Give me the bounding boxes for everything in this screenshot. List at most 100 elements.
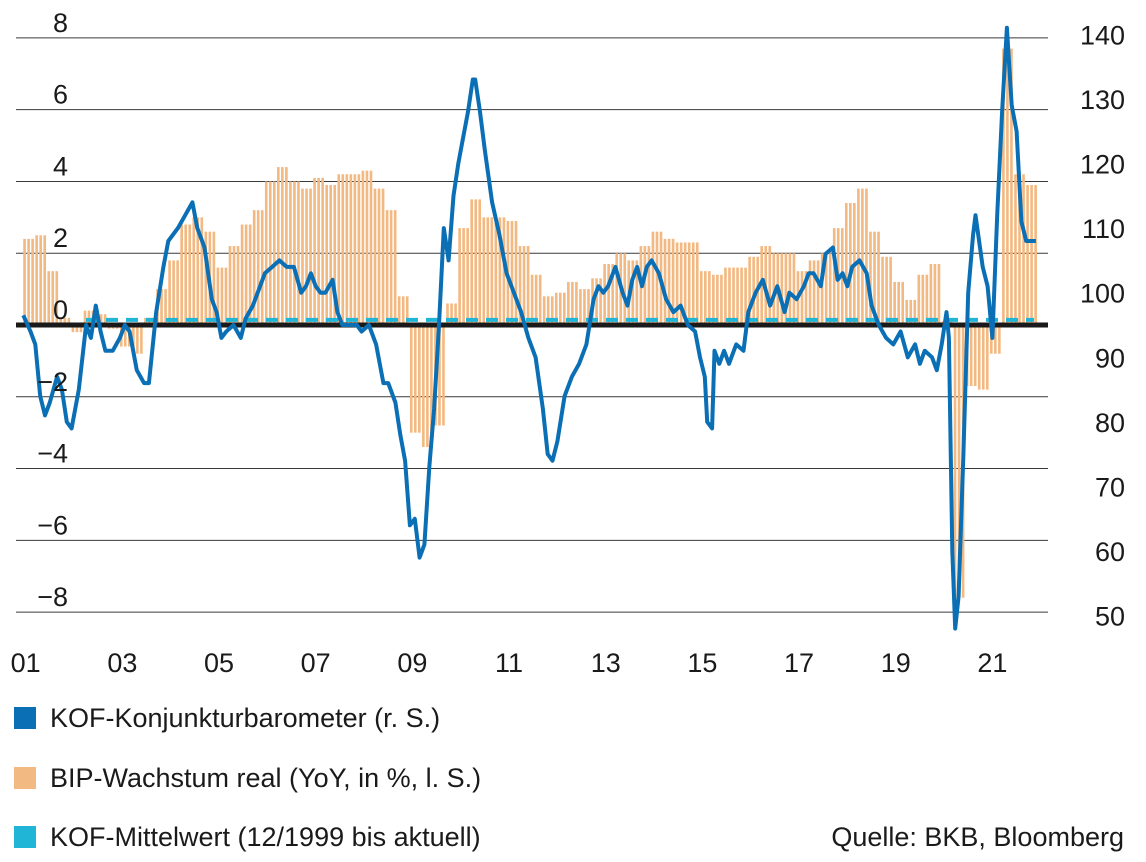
bip-bar: [1026, 185, 1029, 325]
left-tick-label: −2: [37, 367, 68, 397]
bip-bar: [558, 292, 562, 325]
x-tick-label: 13: [591, 648, 621, 678]
bip-bar: [35, 235, 38, 325]
bip-bar: [188, 224, 192, 325]
legend-label-kof: KOF-Konjunkturbarometer (r. S.): [50, 703, 441, 733]
bip-bar: [635, 260, 639, 325]
bip-bar: [426, 325, 429, 448]
bip-bar: [373, 188, 377, 325]
left-tick-label: −4: [37, 439, 68, 469]
bip-bar: [708, 271, 711, 325]
x-tick-label: 21: [977, 648, 1007, 678]
x-tick-label: 05: [204, 648, 234, 678]
bip-bar: [518, 246, 522, 325]
bip-bar: [792, 253, 796, 325]
bip-bar: [720, 274, 723, 325]
bip-bar: [47, 271, 51, 325]
bip-bar: [800, 271, 804, 325]
bip-bar: [482, 217, 486, 325]
left-axis-ticks: 8 6 4 2 0 −2 −4 −6 −8: [37, 8, 68, 612]
bip-bar: [184, 224, 188, 325]
bip-bar: [466, 228, 469, 325]
bip-bar: [885, 256, 888, 325]
bip-bar: [1018, 174, 1021, 325]
bip-bar: [498, 217, 502, 325]
bip-bar: [1006, 48, 1009, 326]
bip-bar: [381, 188, 385, 325]
bip-bar: [216, 267, 220, 325]
legend-label-bip: BIP-Wachstum real (YoY, in %, l. S.): [50, 763, 482, 793]
bip-bar: [140, 325, 143, 354]
x-axis-ticks: 01 03 05 07 09 11 13 15 17 19 21: [11, 648, 1008, 678]
left-tick-label: 8: [53, 8, 68, 38]
bip-bar: [981, 325, 985, 390]
bip-bar: [716, 274, 719, 325]
bip-bar: [538, 274, 542, 325]
bip-bar: [683, 242, 687, 325]
bip-bar: [913, 299, 917, 325]
bip-bar: [369, 170, 373, 325]
left-tick-label: 6: [53, 80, 68, 110]
bip-bar: [563, 292, 566, 325]
right-tick-label: 110: [1082, 214, 1125, 244]
bip-bar: [953, 325, 957, 598]
bip-bar: [844, 202, 848, 325]
bip-bar: [985, 325, 989, 390]
bip-bar: [663, 238, 667, 325]
bip-bar: [514, 220, 518, 325]
bip-bar: [877, 231, 880, 325]
bip-bar: [881, 256, 884, 325]
bip-bar: [998, 325, 1001, 354]
bip-bar: [905, 299, 909, 325]
bip-bar: [212, 231, 216, 325]
bip-bar: [240, 224, 244, 325]
legend-item-mean: KOF-Mittelwert (12/1999 bis aktuell): [14, 822, 481, 852]
bip-bar: [329, 185, 333, 325]
left-tick-label: 4: [53, 151, 68, 181]
bip-bar: [534, 274, 538, 325]
bip-bar: [1014, 174, 1017, 325]
right-axis-ticks: 140 130 120 110 100 90 80 70 60 50: [1080, 20, 1125, 631]
x-tick-label: 07: [301, 648, 331, 678]
bip-bar: [418, 325, 421, 433]
legend-item-kof: KOF-Konjunkturbarometer (r. S.): [14, 703, 440, 733]
bip-bar: [748, 256, 751, 325]
bip-bar: [478, 199, 482, 325]
left-tick-label: −8: [37, 582, 68, 612]
bip-bar: [180, 224, 183, 325]
bip-bar: [973, 325, 977, 387]
bip-bar: [220, 267, 224, 325]
bip-bar: [63, 317, 67, 325]
bip-bar: [550, 296, 554, 325]
bip-bar: [293, 181, 296, 325]
bip-bar: [1010, 48, 1013, 326]
bip-bar: [51, 271, 55, 325]
bip-bar: [357, 174, 361, 325]
bip-bar: [192, 217, 196, 325]
bip-bar: [494, 217, 498, 325]
x-tick-label: 17: [784, 648, 814, 678]
bip-bar: [393, 210, 397, 325]
bip-bar: [325, 185, 328, 325]
bip-bar: [1002, 48, 1005, 326]
bip-bar: [277, 167, 280, 325]
right-tick-label: 50: [1095, 602, 1125, 632]
bip-bar: [651, 231, 655, 325]
bip-bar: [502, 217, 506, 325]
bip-bar: [607, 263, 610, 325]
bip-bar: [587, 289, 590, 325]
bip-bar: [55, 271, 59, 325]
bip-bar: [554, 292, 558, 325]
bip-bar: [236, 246, 240, 325]
bip-bar: [667, 238, 671, 325]
bip-bar: [486, 217, 490, 325]
bip-bar: [647, 246, 651, 325]
bip-bar: [526, 246, 530, 325]
bip-bar: [470, 199, 473, 325]
bip-bar: [59, 317, 63, 325]
bip-bar: [510, 220, 514, 325]
bip-bar: [232, 246, 236, 325]
bip-bar: [313, 177, 316, 325]
bip-bar: [401, 296, 405, 325]
